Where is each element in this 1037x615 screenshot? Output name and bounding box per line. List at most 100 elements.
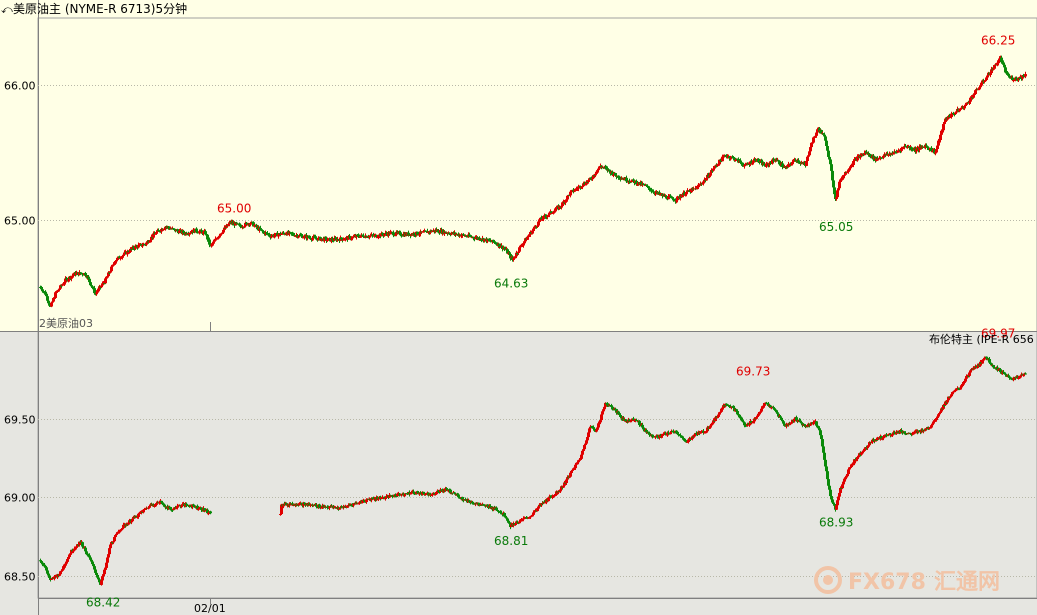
candle-body	[735, 409, 738, 412]
candle-body	[812, 137, 815, 143]
candle-body	[530, 515, 533, 517]
candle-body	[170, 509, 173, 511]
candle-body	[463, 234, 466, 236]
candle-body	[1003, 64, 1006, 68]
candle-body	[106, 557, 109, 563]
candle-body	[175, 507, 178, 509]
candle-body	[134, 245, 137, 249]
candle-body	[850, 464, 853, 468]
candle-body	[669, 432, 672, 434]
candle-body	[727, 405, 730, 407]
candle-body	[598, 422, 601, 424]
candle-body	[59, 285, 62, 289]
candle-body	[611, 171, 614, 176]
candle-body	[88, 555, 91, 558]
candle-body	[579, 458, 582, 460]
candle-body	[569, 191, 572, 196]
candle-body	[332, 506, 335, 508]
candle-body	[422, 491, 425, 494]
candle-body	[122, 254, 125, 256]
candle-body	[178, 230, 181, 234]
candle-body	[867, 445, 870, 447]
candle-body	[848, 168, 851, 171]
candle-body	[588, 428, 591, 433]
candle-body	[881, 438, 884, 440]
candle-body	[273, 235, 276, 237]
candle-body	[60, 570, 63, 572]
candle-body	[972, 94, 975, 98]
candle-body	[946, 118, 949, 120]
candle-body	[580, 187, 583, 189]
candle-body	[660, 435, 663, 437]
candle-body	[778, 160, 781, 165]
candle-body	[565, 479, 568, 484]
candle-body	[198, 231, 201, 233]
candle-body	[242, 227, 245, 229]
candle-body	[892, 153, 895, 155]
candle-body	[753, 418, 756, 422]
candle-body	[389, 232, 392, 235]
candle-body	[394, 234, 397, 236]
candle-body	[239, 224, 242, 227]
candle-body	[725, 403, 728, 405]
candle-body	[503, 513, 506, 517]
candle-body	[718, 412, 721, 415]
candle-body	[352, 504, 355, 506]
candle-body	[794, 159, 797, 161]
candle-body	[979, 362, 982, 366]
candle-body	[499, 246, 502, 248]
candle-body	[585, 440, 588, 444]
chart-switch-icon[interactable]: ⤺	[1, 3, 13, 16]
candle-body	[640, 182, 643, 186]
candle-body	[54, 292, 57, 298]
candle-body	[1018, 377, 1021, 379]
candle-body	[690, 188, 693, 193]
candle-body	[882, 155, 885, 158]
candle-body	[450, 233, 453, 235]
candle-body	[67, 279, 70, 281]
candle-body	[798, 420, 801, 422]
candle-body	[462, 234, 465, 236]
candle-body	[821, 439, 824, 447]
candle-body	[927, 147, 930, 149]
candle-body	[541, 219, 544, 221]
candle-body	[924, 145, 927, 148]
candle-body	[817, 427, 820, 429]
candle-body	[505, 517, 508, 519]
candle-body	[641, 424, 644, 428]
candle-body	[223, 227, 226, 230]
candle-body	[555, 207, 558, 210]
candle-body	[339, 237, 342, 241]
candle-body	[528, 517, 531, 519]
candle-body	[883, 436, 886, 438]
candle-body	[974, 90, 977, 95]
candle-body	[839, 487, 842, 493]
candle-body	[758, 162, 761, 164]
candle-body	[221, 232, 224, 234]
candle-body	[43, 564, 46, 567]
candle-body	[895, 151, 898, 153]
candle-body	[533, 510, 536, 513]
candle-body	[762, 405, 765, 407]
candle-body	[937, 414, 940, 417]
candle-body	[82, 546, 85, 548]
candle-body	[804, 425, 807, 427]
candle-body	[517, 522, 520, 524]
candle-body	[593, 175, 596, 177]
candle-body	[591, 178, 594, 180]
candle-body	[172, 508, 175, 510]
candle-body	[912, 432, 915, 434]
candle-body	[562, 485, 565, 488]
candle-body	[50, 302, 53, 307]
candle-body	[104, 278, 107, 284]
candle-body	[583, 445, 586, 450]
candle-body	[832, 502, 835, 505]
candle-body	[328, 506, 331, 509]
candle-body	[742, 421, 745, 423]
candle-body	[846, 473, 849, 477]
candle-body	[120, 257, 123, 259]
candle-body	[775, 410, 778, 413]
candle-body	[748, 424, 751, 426]
candle-body	[78, 272, 81, 276]
